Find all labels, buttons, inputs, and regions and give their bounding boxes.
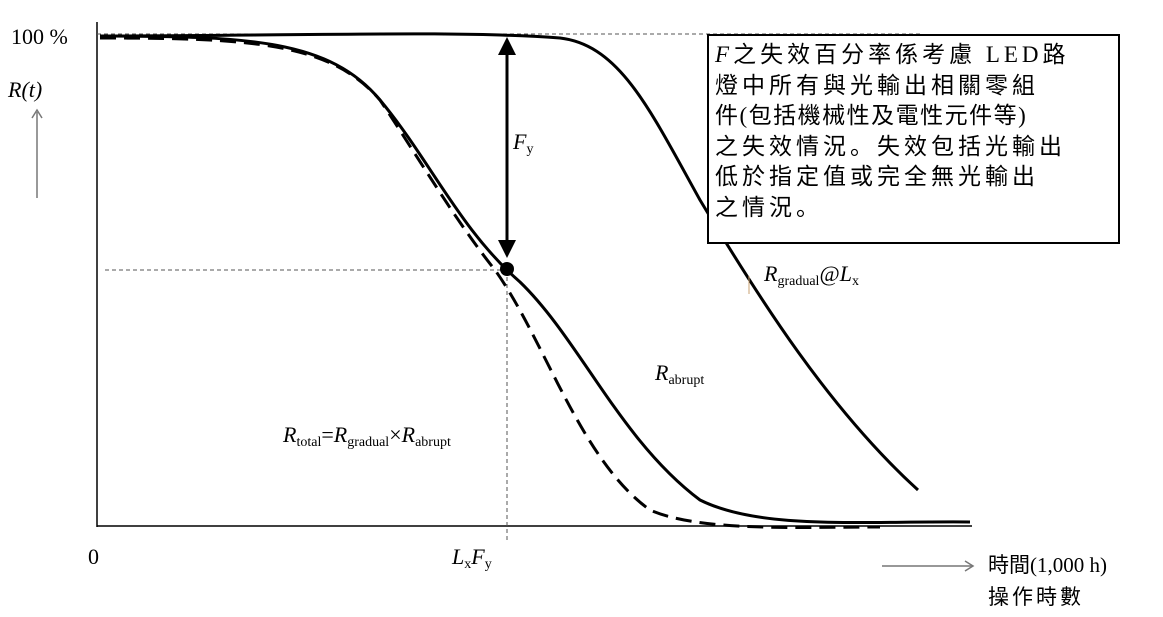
r-total-label: Rtotal=Rgradual×Rabrupt	[283, 424, 451, 450]
intersection-point	[500, 262, 514, 276]
note-line-4: 之失效情況。失效包括光輸出	[715, 133, 1066, 159]
y-axis-label: R(t)	[8, 77, 43, 102]
note-line-3: 件(包括機械性及電性元件等)	[715, 103, 1028, 128]
y-indicator-arrow-head	[31, 108, 43, 119]
x-indicator-arrow-head	[964, 560, 975, 572]
note-line-2: 燈中所有與光輸出相關零組	[715, 72, 1039, 98]
rg-sub: gradual	[777, 274, 820, 289]
curve-r-gradual	[99, 32, 920, 492]
lx-sub: x	[464, 557, 472, 572]
rt-var: R	[283, 422, 297, 447]
ra-var: R	[655, 360, 669, 385]
rt-sub: total	[296, 435, 322, 450]
x-label-line1: 時間(1,000 h)	[988, 553, 1107, 577]
fy-label: Fy	[513, 131, 533, 157]
fy-var: F	[513, 129, 527, 154]
r-abrupt-label: Rabrupt	[655, 362, 704, 388]
curve-r-total	[99, 36, 881, 529]
rt-sub3: abrupt	[415, 435, 451, 450]
note-text-1: 之失效百分率係考慮 LED路	[733, 42, 1070, 67]
rg-sub2: x	[851, 274, 859, 289]
note-box: F之失效百分率係考慮 LED路 燈中所有與光輸出相關零組 件(包括機械性及電性元…	[707, 34, 1120, 244]
x-label-line2: 操作時數	[988, 585, 1084, 609]
note-lead: F	[715, 42, 734, 67]
rt-sub2: gradual	[347, 435, 390, 450]
rt-times: ×	[389, 422, 402, 447]
note-line-6: 之情況。	[715, 194, 823, 220]
fy-arrow-head-up	[498, 37, 516, 55]
fy-sub2: y	[484, 557, 492, 572]
fy-arrow-head-down	[498, 240, 516, 258]
rt-eq: =	[321, 422, 334, 447]
note-line-5: 低於指定值或完全無光輸出	[715, 164, 1039, 189]
lxfy-label: LxFy	[452, 546, 492, 572]
rt-var2: R	[333, 422, 348, 447]
rg-at: @	[819, 261, 840, 286]
note-line-1: F之失效百分率係考慮 LED路	[715, 40, 1114, 71]
fy-sub: y	[526, 142, 534, 157]
rg-var: R	[764, 261, 778, 286]
lx-var: L	[452, 544, 465, 569]
y-top-label: 100 %	[11, 24, 68, 49]
rt-var3: R	[401, 422, 416, 447]
ra-sub: abrupt	[668, 373, 705, 388]
origin-label: 0	[88, 544, 99, 569]
rg-var2: L	[839, 261, 852, 286]
r-gradual-label: Rgradual@Lx	[764, 263, 859, 289]
fy-var2: F	[471, 544, 485, 569]
